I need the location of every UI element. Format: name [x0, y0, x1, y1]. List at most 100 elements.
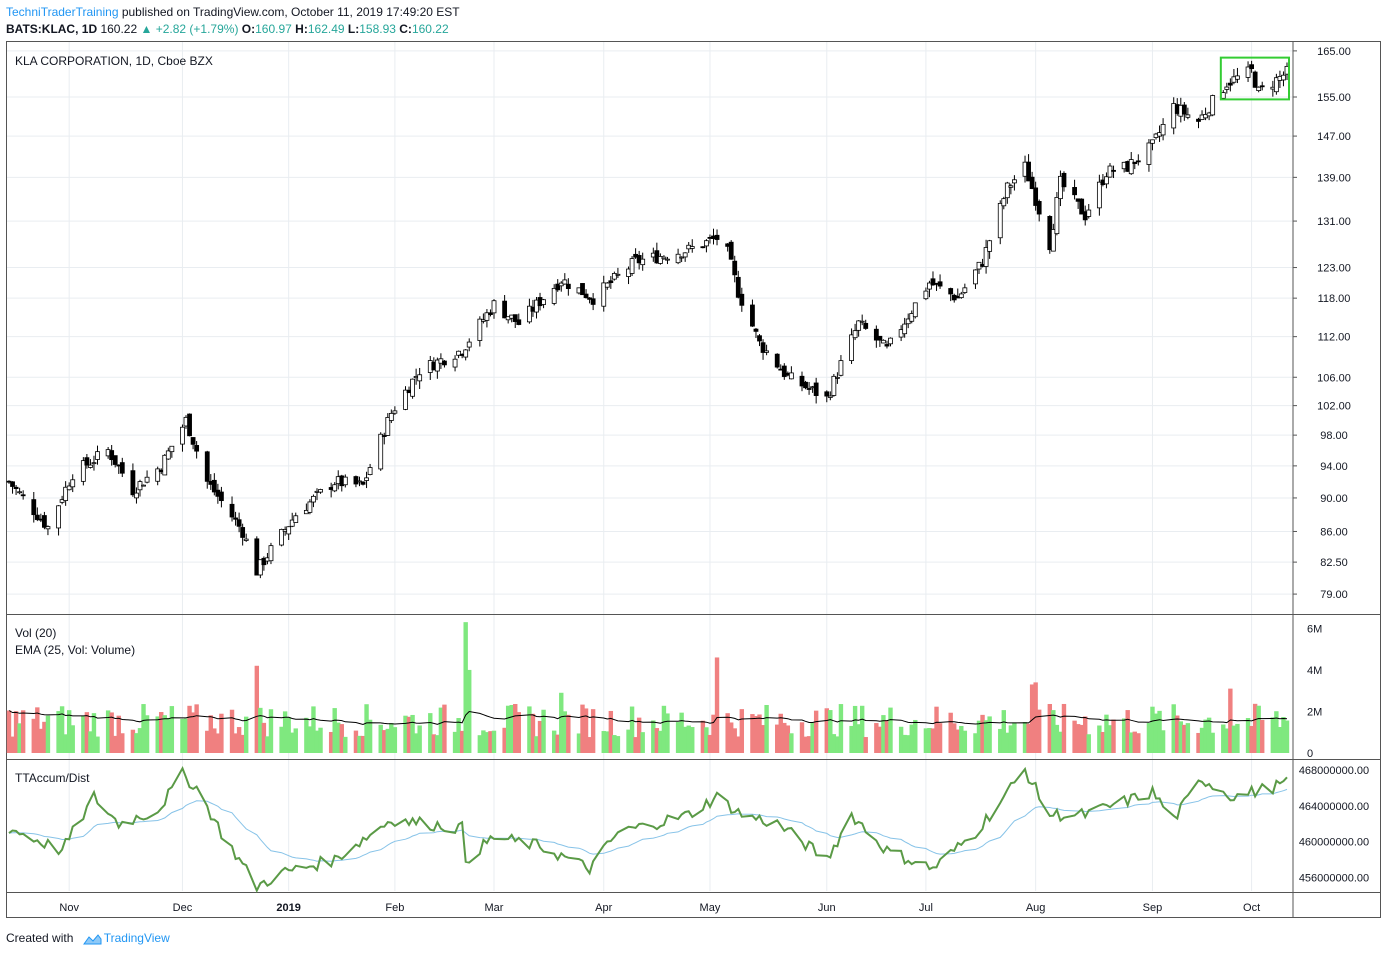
candle-down	[700, 246, 706, 249]
volume-bar-down	[120, 733, 125, 753]
volume-bar-up	[1224, 728, 1230, 753]
candle-up	[491, 300, 497, 314]
volume-bar-down	[1228, 688, 1233, 753]
volume-bar-up	[1107, 725, 1113, 753]
candle-up	[640, 258, 646, 266]
volume-bar-down	[84, 712, 90, 753]
candle-up	[289, 519, 295, 527]
volume-bar-up	[831, 734, 837, 753]
volume-bar-up	[1157, 710, 1162, 753]
volume-bar-down	[42, 721, 47, 753]
volume-bar-up	[318, 727, 323, 753]
volume-bar-down	[215, 733, 221, 753]
volume-bar-up	[1277, 727, 1283, 753]
tradingview-cloud-icon	[82, 934, 102, 945]
candle-down	[735, 276, 741, 298]
volume-bar-up	[1086, 734, 1091, 753]
candle-down	[516, 319, 522, 325]
author-link[interactable]: TechniTraderTraining	[6, 5, 119, 19]
volume-bar-up	[243, 716, 249, 753]
volume-bar-up	[378, 724, 383, 753]
candle-down	[219, 491, 224, 502]
volume-bar-up	[923, 728, 929, 753]
candle-up	[1224, 86, 1230, 90]
candle-up	[342, 476, 348, 486]
candle-up	[923, 290, 929, 300]
price-tick-label: 82.50	[1320, 557, 1348, 569]
candle-up	[134, 492, 139, 499]
volume-bar-down	[753, 716, 759, 753]
volume-bar-up	[1153, 713, 1159, 753]
candle-up	[704, 240, 709, 247]
volume-bar-up	[1185, 723, 1191, 753]
volume-bar-up	[838, 704, 844, 753]
volume-bar-down	[219, 713, 224, 753]
volume-bar-down	[205, 730, 210, 753]
candle-down	[877, 335, 883, 341]
candle-up	[657, 256, 663, 264]
candle-up	[59, 499, 65, 503]
volume-bar-down	[516, 712, 521, 753]
candle-up	[689, 246, 695, 249]
candle-up	[392, 410, 398, 414]
candle-down	[13, 486, 19, 490]
low-label: L:	[347, 22, 360, 36]
candle-up	[91, 462, 97, 465]
price-tick-label: 79.00	[1320, 589, 1348, 601]
candle-down	[806, 388, 812, 390]
open-label: O:	[241, 22, 256, 36]
candle-down	[1132, 161, 1138, 164]
volume-bar-down	[254, 665, 260, 753]
volume-bar-down	[236, 727, 242, 753]
candle-up	[367, 467, 373, 476]
candle-up	[1235, 75, 1240, 80]
candle-up	[1273, 77, 1279, 93]
candle-down	[774, 353, 780, 368]
volume-bar-down	[782, 722, 787, 753]
price-tick-label: 86.00	[1320, 526, 1348, 538]
volume-bar-up	[534, 736, 539, 753]
volume-bar-down	[1175, 715, 1180, 753]
volume-bar-up	[279, 726, 284, 753]
volume-bar-down	[803, 736, 808, 753]
volume-bar-up	[311, 706, 316, 753]
volume-bar-down	[20, 710, 26, 753]
volume-bar-up	[661, 705, 667, 753]
candle-down	[732, 260, 738, 276]
volume-bar-up	[704, 727, 709, 753]
candle-down	[187, 413, 192, 437]
volume-bar-down	[952, 723, 957, 753]
volume-bar-up	[1178, 721, 1183, 753]
volume-bar-down	[339, 724, 344, 753]
candle-up	[665, 258, 670, 261]
volume-bar-up	[675, 722, 681, 753]
price-pane-title: KLA CORPORATION, 1D, Cboe BZX	[15, 54, 213, 68]
candle-up	[66, 485, 72, 491]
candle-up	[144, 476, 150, 483]
volume-bar-down	[785, 725, 791, 753]
candle-up	[962, 287, 968, 293]
candle-up	[1004, 182, 1010, 199]
volume-bar-up	[304, 717, 309, 753]
volume-bar-up	[63, 734, 68, 753]
tradingview-link[interactable]: TradingView	[103, 931, 170, 945]
candle-down	[204, 451, 210, 482]
candle-up	[881, 339, 886, 344]
candle-down	[565, 283, 571, 289]
volume-bar-up	[290, 732, 295, 753]
candle-down	[190, 437, 196, 445]
volume-bar-up	[417, 725, 422, 753]
volume-bar-up	[909, 724, 914, 753]
volume-bar-up	[640, 732, 645, 753]
volume-bar-up	[438, 707, 444, 753]
candle-up	[827, 395, 833, 398]
candle-up	[332, 484, 338, 492]
volume-bar-up	[1129, 732, 1134, 753]
volume-bar-down	[1132, 731, 1137, 753]
price-tick-label: 106.00	[1317, 372, 1351, 384]
volume-bar-down	[109, 712, 114, 753]
volume-bar-up	[144, 715, 150, 753]
volume-bar-up	[559, 692, 564, 753]
volume-bar-down	[728, 722, 734, 753]
